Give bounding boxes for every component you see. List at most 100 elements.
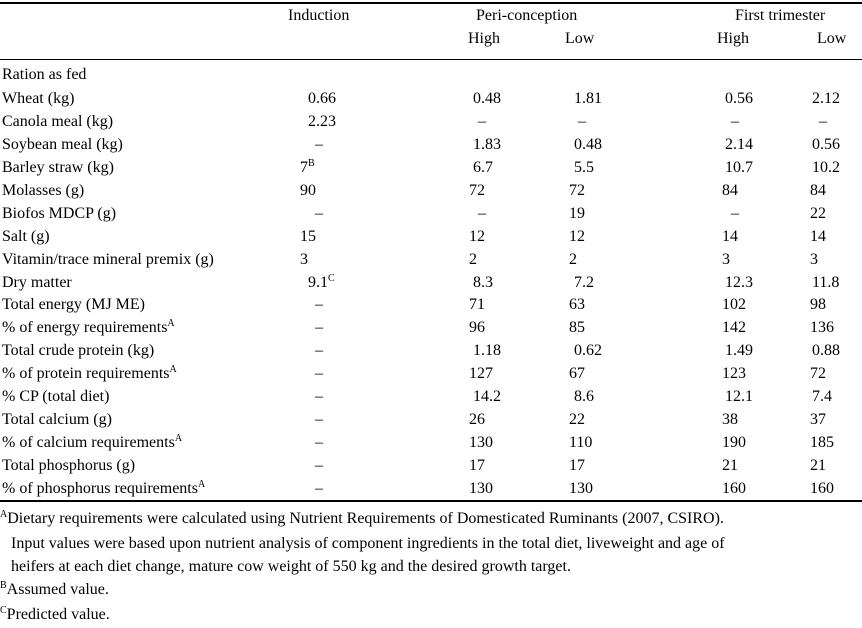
table-cell-value: 14 — [722, 227, 738, 245]
table-cell: 10.7 — [725, 158, 753, 178]
row-label-text: Salt (g) — [2, 227, 50, 245]
table-row: Barley straw (kg) 7B 6.7 5.5 10.7 10.2 — [0, 157, 862, 180]
footnote-c-text: Predicted value. — [6, 606, 110, 623]
table-cell-value: 17 — [569, 457, 585, 475]
table-cell-value: – — [315, 388, 323, 406]
table-cell-value: 19 — [569, 204, 585, 222]
table-cell-value: 12.3 — [725, 273, 753, 291]
table-cell-value: 8.3 — [473, 273, 493, 291]
table-cell: 1.18 — [473, 341, 501, 361]
row-label: % of calcium requirementsA — [2, 433, 182, 455]
table-row: Total phosphorus (g) – 17 17 21 21 — [0, 455, 862, 478]
table-cell: – — [315, 433, 323, 453]
table-cell-value: 90 — [300, 181, 316, 199]
table-cell-value: 2.14 — [725, 135, 753, 153]
table-cell: 21 — [810, 456, 826, 476]
table-cell-value: 3 — [722, 250, 730, 268]
table-cell: 1.49 — [725, 341, 753, 361]
table-cell: 37 — [810, 410, 826, 430]
table-cell-value: 38 — [722, 411, 738, 429]
table-cell-value: 2.23 — [308, 112, 336, 130]
row-label: % of protein requirementsA — [2, 364, 177, 386]
table-cell: – — [731, 112, 739, 132]
table-cell: 22 — [569, 410, 585, 430]
table-cell: 8.6 — [574, 387, 594, 407]
table-row: Biofos MDCP (g) – – 19 – 22 — [0, 203, 862, 226]
table-cell: 8.3 — [473, 273, 493, 293]
table-cell: – — [315, 341, 323, 361]
table-cell-value: – — [315, 319, 323, 337]
table-cell: 19 — [569, 204, 585, 224]
table-cell: 110 — [569, 433, 592, 453]
table-cell-value: 1.49 — [725, 342, 753, 360]
row-label: Vitamin/trace mineral premix (g) — [2, 250, 214, 270]
table-cell-value: 72 — [810, 365, 826, 383]
table-cell-value: 72 — [469, 181, 485, 199]
table-cell: 190 — [722, 433, 746, 453]
table-cell-value: 21 — [722, 457, 738, 475]
table-cell-value: 130 — [469, 434, 493, 452]
row-label: Total calcium (g) — [2, 410, 112, 430]
table-cell: – — [315, 318, 323, 338]
table-cell: 7.4 — [812, 387, 832, 407]
table-cell-value: 22 — [810, 204, 826, 222]
table-cell: 17 — [469, 456, 485, 476]
row-label: Salt (g) — [2, 227, 50, 247]
table-cell-value: 6.7 — [473, 158, 493, 176]
table-cell-value: 12 — [469, 227, 485, 245]
row-label-text: Wheat (kg) — [2, 90, 75, 107]
table-cell-value: 130 — [569, 479, 593, 497]
row-label: Soybean meal (kg) — [2, 135, 123, 155]
table-cell: – — [315, 387, 323, 407]
footnote-a-line3: heifers at each diet change, mature cow … — [11, 558, 571, 575]
table-cell-value: 10.2 — [812, 158, 840, 176]
footnote-a: ADietary requirements were calculated us… — [0, 507, 858, 578]
row-label-text: Total energy (MJ ME) — [2, 296, 145, 314]
footnote-c: CPredicted value. — [0, 603, 858, 628]
table-cell: 1.83 — [473, 135, 501, 155]
col-header-peri-conception: Peri-conception — [476, 7, 578, 24]
table-cell: 90 — [300, 181, 316, 201]
row-label-text: % CP (total diet) — [2, 388, 110, 406]
row-label: Biofos MDCP (g) — [2, 204, 116, 224]
table-cell: – — [315, 456, 323, 476]
table-cell: – — [315, 204, 323, 224]
table-row: Salt (g) 15 12 12 14 14 — [0, 226, 862, 249]
table-cell-value: 14.2 — [473, 388, 501, 406]
table-cell-value: 5.5 — [574, 158, 594, 176]
table-cell-value: 0.56 — [812, 135, 840, 153]
table-cell: 2.14 — [725, 135, 753, 155]
table-cell-value: 98 — [810, 296, 826, 314]
table-cell-value: 7.4 — [812, 388, 832, 406]
table-cell-value: – — [315, 135, 323, 153]
table-cell: 12 — [469, 227, 485, 247]
row-label-text: Molasses (g) — [2, 181, 85, 199]
table-cell-value: – — [315, 342, 323, 360]
table-cell-value: 123 — [722, 365, 746, 383]
table-cell: 84 — [722, 181, 738, 201]
row-label-text: % of calcium requirements — [2, 434, 175, 452]
table-cell-value: – — [315, 479, 323, 497]
table-cell: 0.56 — [725, 89, 753, 109]
row-label-text: % of protein requirements — [2, 365, 170, 383]
table-cell: 15 — [300, 227, 316, 247]
table-cell: 84 — [810, 181, 826, 201]
table-cell: – — [315, 479, 323, 499]
table-cell-value: – — [315, 296, 323, 314]
table-cell: 185 — [810, 433, 834, 453]
table-cell-value: 102 — [722, 296, 746, 314]
row-label-footnote-mark: A — [169, 364, 177, 376]
table-cell-value: 26 — [469, 411, 485, 429]
table-cell-value: – — [315, 365, 323, 383]
table-cell: 2.23 — [308, 112, 336, 132]
table-cell-value: 3 — [810, 250, 818, 268]
row-label: Total energy (MJ ME) — [2, 295, 145, 315]
table-row: Total calcium (g) – 26 22 38 37 — [0, 409, 862, 432]
table-cell: 136 — [810, 318, 834, 338]
table-cell: 96 — [469, 318, 485, 338]
table-cell: – — [315, 135, 323, 155]
table-cell: 0.62 — [574, 341, 602, 361]
row-label: Wheat (kg) — [2, 89, 74, 109]
footnote-a-line2: Input values were based upon nutrient an… — [11, 535, 725, 552]
table-cell: 14 — [722, 227, 738, 247]
